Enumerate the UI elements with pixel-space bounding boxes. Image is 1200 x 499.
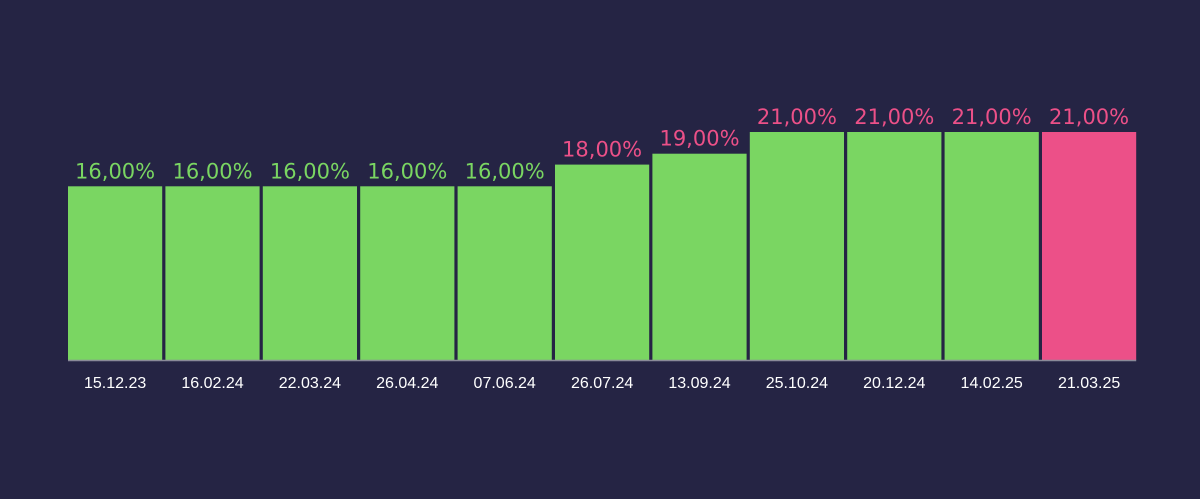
x-tick-label-16.02.24: 16.02.24 xyxy=(181,375,243,392)
bar-15.12.23 xyxy=(68,186,163,360)
x-tick-label-20.12.24: 20.12.24 xyxy=(863,375,925,392)
bar-07.06.24 xyxy=(457,186,552,360)
x-tick-labels-layer: 15.12.23 16.02.24 22.03.24 26.04.24 07.06.24… xyxy=(84,375,1120,392)
value-label-20.12.24: 21,00% xyxy=(854,105,934,129)
bar-25.10.24 xyxy=(749,132,844,360)
value-labels-layer: 16,00% 16,00% 16,00% 16,00% 16,00% 18,00% 19,0… xyxy=(75,105,1129,183)
bar-16.02.24 xyxy=(165,186,260,360)
x-tick-label-07.06.24: 07.06.24 xyxy=(474,375,536,392)
bar-21.03.25 xyxy=(1042,132,1137,360)
x-tick-label-26.07.24: 26.07.24 xyxy=(571,375,633,392)
value-label-15.12.23: 16,00% xyxy=(75,159,155,183)
x-tick-label-15.12.23: 15.12.23 xyxy=(84,375,146,392)
value-label-22.03.24: 16,00% xyxy=(270,159,350,183)
x-tick-label-21.03.25: 21.03.25 xyxy=(1058,375,1120,392)
bar-14.02.25 xyxy=(944,132,1039,360)
x-tick-label-22.03.24: 22.03.24 xyxy=(279,375,341,392)
x-tick-label-26.04.24: 26.04.24 xyxy=(376,375,438,392)
bar-26.04.24 xyxy=(360,186,455,360)
bar-13.09.24 xyxy=(652,153,747,360)
bars-layer xyxy=(68,132,1137,360)
x-tick-label-14.02.25: 14.02.25 xyxy=(961,375,1023,392)
x-tick-label-13.09.24: 13.09.24 xyxy=(668,375,730,392)
value-label-13.09.24: 19,00% xyxy=(659,127,739,151)
bar-22.03.24 xyxy=(262,186,357,360)
value-label-26.04.24: 16,00% xyxy=(367,159,447,183)
value-label-26.07.24: 18,00% xyxy=(562,138,642,162)
x-tick-label-25.10.24: 25.10.24 xyxy=(766,375,828,392)
bar-26.07.24 xyxy=(555,164,650,360)
bar-20.12.24 xyxy=(847,132,942,360)
value-label-25.10.24: 21,00% xyxy=(757,105,837,129)
value-label-21.03.25: 21,00% xyxy=(1049,105,1129,129)
value-label-07.06.24: 16,00% xyxy=(465,159,545,183)
value-label-14.02.25: 21,00% xyxy=(952,105,1032,129)
value-label-16.02.24: 16,00% xyxy=(172,159,252,183)
